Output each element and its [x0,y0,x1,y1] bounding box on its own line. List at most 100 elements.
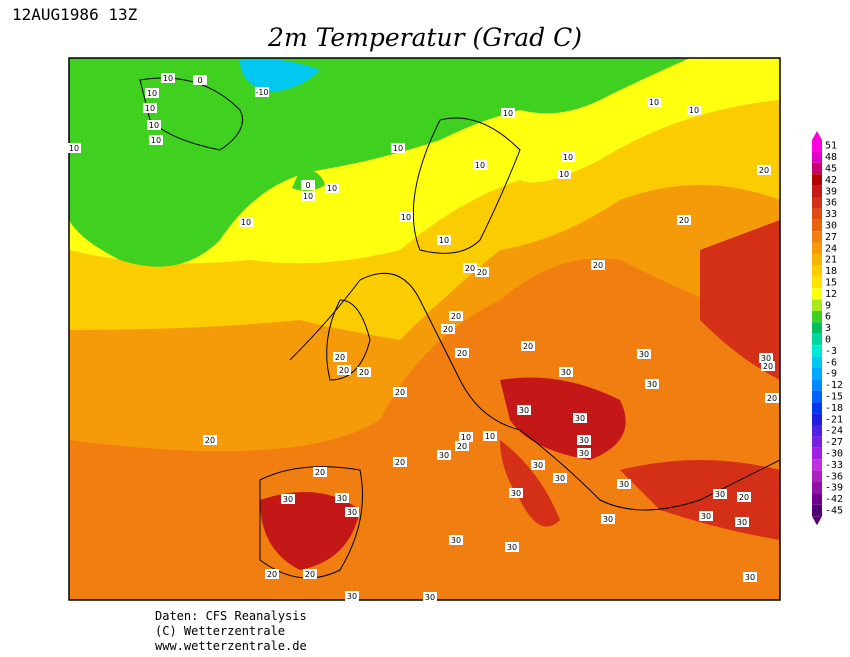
contour-label: 30 [555,474,565,483]
colorbar-label: -6 [825,357,837,368]
contour-label-box [345,591,359,601]
contour-label: 10 [151,136,161,145]
contour-label-box [677,215,691,225]
contour-label-box [239,217,253,227]
contour-label: -10 [255,88,268,97]
colorbar-label: 51 [825,141,837,152]
contour-label: 30 [701,512,711,521]
contour-label: 30 [507,543,517,552]
contour-label: 20 [267,570,277,579]
colorbar-label: -15 [825,392,843,403]
colorbar-label: -27 [825,437,843,448]
contour-label: 30 [451,536,461,545]
contour-label-box [333,352,347,362]
contour-label-box [393,387,407,397]
colorbar-band [812,493,822,505]
colorbar-label: -12 [825,380,843,391]
contour-label-box [449,311,463,321]
colorbar-label: 21 [825,255,837,266]
colorbar-band [812,185,822,197]
colorbar-band [812,390,822,403]
contour-label: 20 [451,312,461,321]
contour-label-box [501,108,515,118]
contour-label-box [473,160,487,170]
contour-label-box [713,489,727,499]
contour-label-box [335,493,349,503]
contour-label-box [517,405,531,415]
contour-label: 30 [533,461,543,470]
colorbar-label: 48 [825,152,837,163]
contour-label: 10 [163,74,173,83]
colorbar-label: -3 [825,346,837,357]
contour-label-box [345,507,359,517]
contour-label: 10 [147,89,157,98]
contour-label: 20 [395,458,405,467]
contour-label: 20 [477,268,487,277]
contour-label: 30 [519,406,529,415]
colorbar-band [812,333,822,346]
contour-label-box [393,457,407,467]
colorbar-label: 3 [825,323,831,334]
contour-label: 20 [205,436,215,445]
contour-label: 30 [619,480,629,489]
contour-label: 10 [145,104,155,113]
contour-label-box [521,341,535,351]
contour-label-box [759,353,773,363]
contour-label: 10 [485,432,495,441]
contour-label: 10 [69,144,79,153]
contour-label-box [553,473,567,483]
contour-label: 10 [563,153,573,162]
colorbar-label: 24 [825,243,837,254]
colorbar-label: 15 [825,278,837,289]
contour-label: 20 [763,362,773,371]
colorbar-label: -42 [825,494,843,505]
colorbar-band [812,151,822,163]
colorbar-label: -30 [825,449,843,460]
contour-label-box [577,448,591,458]
contour-label: 20 [395,388,405,397]
contour-label: 30 [745,573,755,582]
contour-label-box [557,169,571,179]
contour-label: 20 [457,442,467,451]
contour-label-box [423,592,437,602]
colorbar-band [812,140,822,152]
contour-label: 20 [679,216,689,225]
contour-label: 20 [443,325,453,334]
contour-label: 30 [561,368,571,377]
colorbar-label: -9 [825,369,837,380]
contour-label: 30 [603,515,613,524]
title: 2m Temperatur (Grad C) [267,23,582,52]
contour-label: 30 [347,508,357,517]
contour-label: 10 [401,213,411,222]
contour-label: 20 [465,264,475,273]
colorbar-band [812,197,822,209]
contour-label: 30 [579,436,589,445]
contour-label-box [391,143,405,153]
temperature-map [69,58,780,600]
contour-label-box [645,379,659,389]
contour-label-box [161,73,175,83]
contour-label: 30 [737,518,747,527]
contour-label-box [699,511,713,521]
colorbar-label: -18 [825,403,843,414]
contour-label-box [145,88,159,98]
contour-label: 10 [149,121,159,130]
contour-label: 30 [579,449,589,458]
colorbar-band [812,219,822,232]
colorbar-band [812,402,822,414]
colorbar-band [812,231,822,243]
contour-label: 0 [305,181,310,190]
contour-label-box [505,542,519,552]
contour-label-box [647,97,661,107]
contour-label: 20 [315,468,325,477]
contour-label: 10 [503,109,513,118]
colorbar-band [812,345,822,357]
contour-label-box [765,393,779,403]
colorbar-label: 36 [825,198,837,209]
colorbar-label: 6 [825,312,831,323]
colorbar-label: -36 [825,471,843,482]
contour-label-box [313,467,327,477]
contour-label-box [561,152,575,162]
contour-label: 10 [241,218,251,227]
